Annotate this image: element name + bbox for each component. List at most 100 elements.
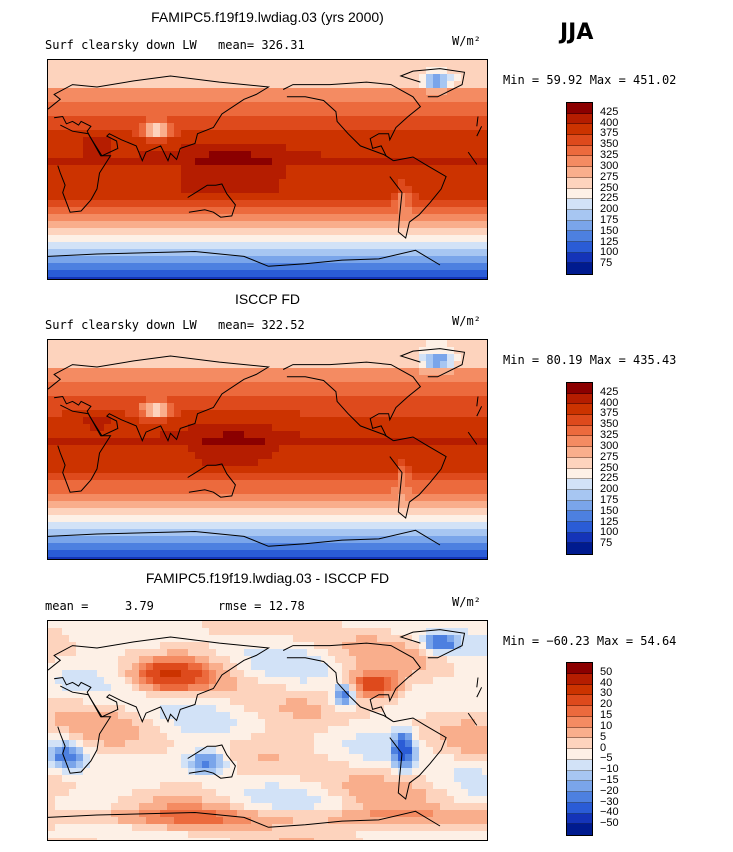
field-cell [335,228,343,236]
field-cell [391,256,399,264]
field-cell [104,144,112,152]
field-cell [321,130,329,138]
field-cell [69,663,77,671]
field-cell [202,656,210,664]
field-cell [293,109,301,117]
field-cell [426,515,434,523]
field-cell [342,389,350,397]
field-cell [363,221,371,229]
field-cell [244,635,252,643]
field-cell [307,207,315,215]
field-cell [167,557,175,559]
field-cell [244,144,252,152]
field-cell [174,459,182,467]
field-cell [307,74,315,82]
field-cell [258,712,266,720]
field-cell [230,424,238,432]
field-cell [412,102,420,110]
field-cell [132,74,140,82]
field-cell [433,438,441,446]
field-cell [195,705,203,713]
field-cell [447,67,455,75]
field-cell [279,172,287,180]
field-cell [391,263,399,271]
field-cell [125,642,133,650]
field-cell [244,487,252,495]
field-cell [349,130,357,138]
field-cell [307,431,315,439]
field-cell [279,452,287,460]
field-cell [391,165,399,173]
field-cell [398,459,406,467]
field-cell [412,396,420,404]
field-cell [349,656,357,664]
field-cell [307,277,315,279]
field-cell [328,417,336,425]
field-cell [279,214,287,222]
field-cell [216,270,224,278]
field-cell [377,74,385,82]
field-cell [83,705,91,713]
field-cell [83,235,91,243]
field-cell [181,466,189,474]
field-cell [419,102,427,110]
field-cell [314,151,322,159]
field-cell [370,649,378,657]
field-cell [482,543,487,551]
field-cell [482,88,487,96]
field-cell [258,109,266,117]
field-cell [384,487,392,495]
field-cell [125,445,133,453]
field-cell [321,242,329,250]
field-cell [90,102,98,110]
field-cell [356,214,364,222]
field-cell [314,368,322,376]
field-cell [209,445,217,453]
field-cell [209,186,217,194]
field-cell [461,473,469,481]
field-cell [167,487,175,495]
field-cell [405,635,413,643]
field-cell [328,347,336,355]
field-cell [412,417,420,425]
field-cell [195,179,203,187]
field-cell [321,501,329,509]
field-cell [76,74,84,82]
field-cell [216,361,224,369]
field-cell [83,368,91,376]
field-cell [265,144,273,152]
field-cell [125,487,133,495]
field-cell [132,466,140,474]
field-cell [55,550,63,558]
field-cell [279,389,287,397]
field-cell [48,81,56,89]
field-cell [97,368,105,376]
field-cell [62,249,70,257]
field-cell [293,635,301,643]
field-cell [454,172,462,180]
field-cell [377,277,385,279]
field-cell [146,543,154,551]
field-cell [237,656,245,664]
field-cell [244,200,252,208]
field-cell [62,361,70,369]
field-cell [223,221,231,229]
field-cell [195,550,203,558]
field-cell [426,81,434,89]
field-cell [272,95,280,103]
field-cell [482,459,487,467]
field-cell [370,214,378,222]
field-cell [139,200,147,208]
field-cell [272,656,280,664]
field-cell [216,193,224,201]
field-cell [314,543,322,551]
field-cell [83,102,91,110]
field-cell [328,95,336,103]
field-cell [377,347,385,355]
field-cell [363,242,371,250]
field-cell [90,347,98,355]
field-cell [251,628,259,636]
field-cell [62,663,70,671]
field-cell [461,200,469,208]
field-cell [76,95,84,103]
